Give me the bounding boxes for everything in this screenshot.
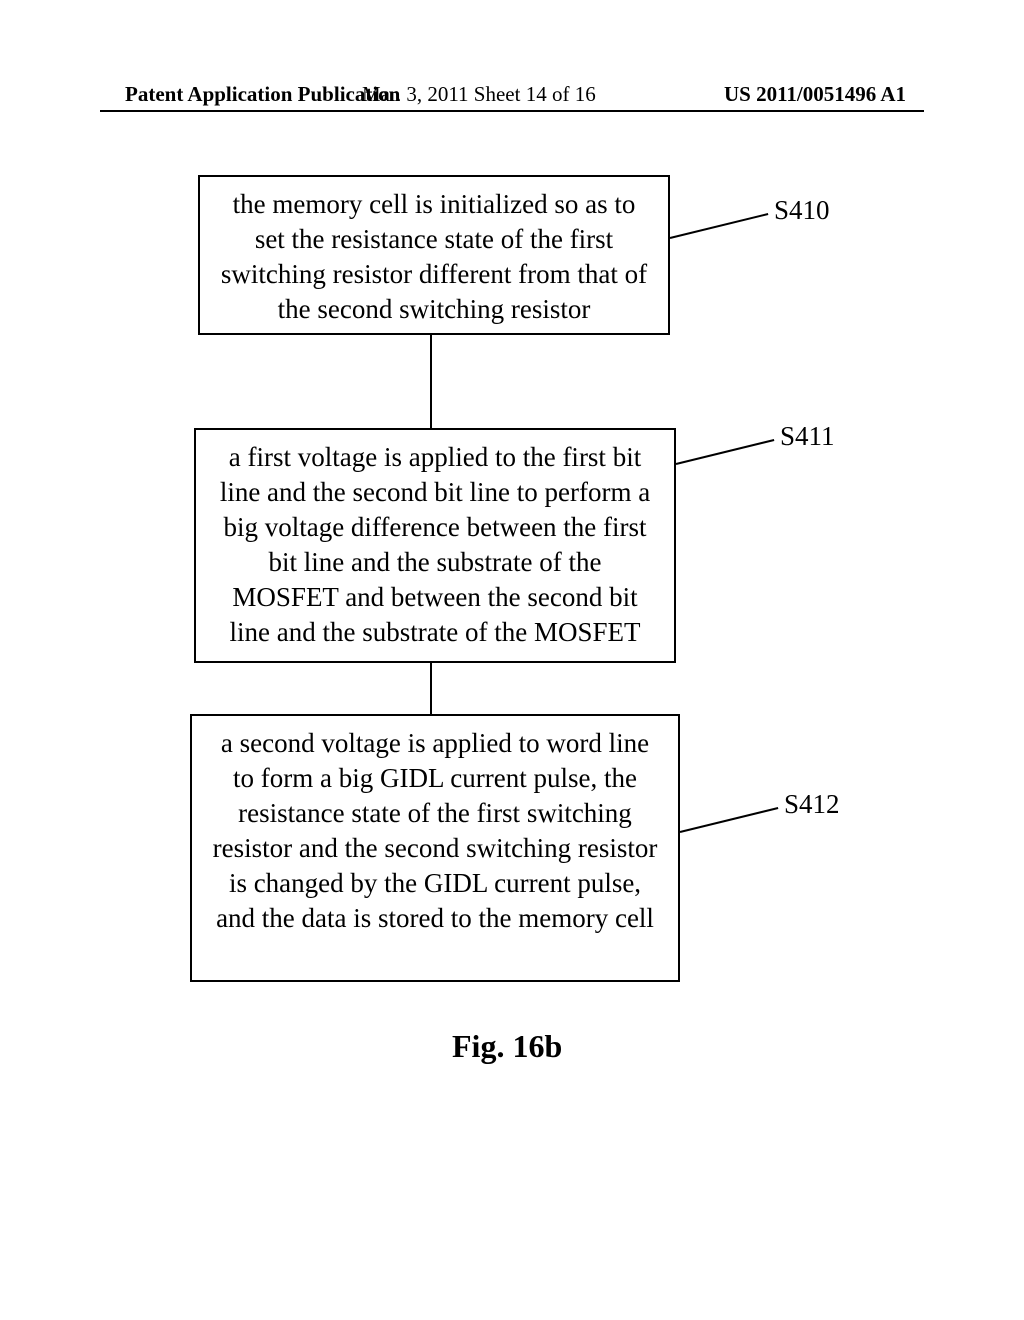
header-publication-type: Patent Application Publication — [125, 82, 400, 107]
label-leader-line — [670, 213, 768, 239]
flowchart-box-b3: a second voltage is applied to word line… — [190, 714, 680, 982]
label-leader-line — [676, 439, 774, 465]
header-rule — [100, 110, 924, 112]
step-label: S412 — [784, 789, 840, 820]
label-leader-line — [680, 807, 778, 833]
flowchart-box-text: a first voltage is applied to the first … — [220, 442, 650, 647]
figure-caption: Fig. 16b — [452, 1028, 562, 1065]
flowchart-box-text: the memory cell is initialized so as to … — [221, 189, 647, 324]
flowchart-box-text: a second voltage is applied to word line… — [213, 728, 658, 933]
step-label: S411 — [780, 421, 835, 452]
flowchart-connector — [430, 663, 432, 714]
flowchart-box-b1: the memory cell is initialized so as to … — [198, 175, 670, 335]
flowchart-box-b2: a first voltage is applied to the first … — [194, 428, 676, 663]
flowchart-diagram: the memory cell is initialized so as to … — [120, 175, 890, 1175]
header-date-sheet: Mar. 3, 2011 Sheet 14 of 16 — [362, 82, 596, 107]
page: Patent Application Publication Mar. 3, 2… — [0, 0, 1024, 1320]
header-publication-no: US 2011/0051496 A1 — [724, 82, 906, 107]
flowchart-connector — [430, 335, 432, 428]
step-label: S410 — [774, 195, 830, 226]
